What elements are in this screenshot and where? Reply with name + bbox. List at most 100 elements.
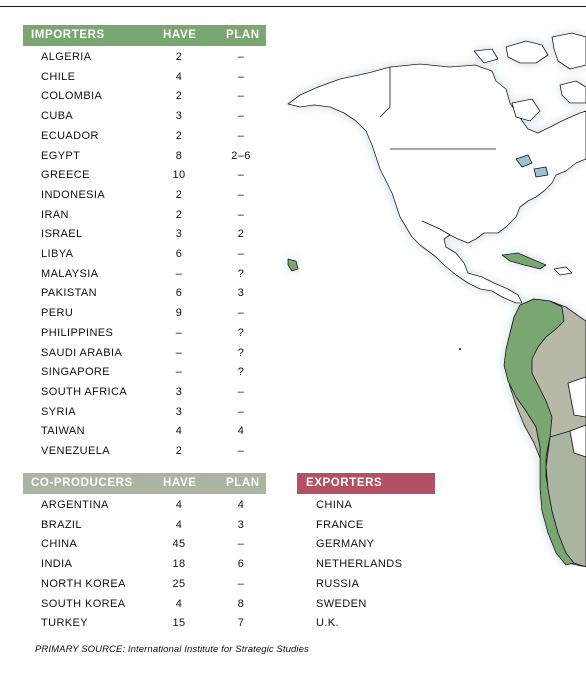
galapagos-dot [459, 348, 461, 350]
have-value: 4 [175, 425, 183, 438]
have-value: 6 [175, 287, 183, 300]
plan-value: – [237, 110, 245, 123]
country-name: IRAN [41, 208, 69, 221]
country-name: PAKISTAN [41, 287, 97, 300]
country-name: INDONESIA [41, 188, 106, 201]
country-border [379, 67, 391, 118]
plan-value: – [237, 169, 245, 182]
country-name: LIBYA [41, 248, 74, 260]
plan-value: ? [237, 366, 245, 379]
have-value: 25 [172, 577, 186, 590]
plan-value: 4 [237, 499, 245, 511]
have-value: 2 [175, 51, 183, 63]
table-row: PERU 9 – [0, 307, 270, 326]
table-row: CUBA 3 – [0, 110, 270, 129]
plan-value: – [237, 51, 245, 63]
country-name: PERU [41, 307, 74, 320]
exporter-item: SWEDEN [316, 597, 367, 610]
country-name: EGYPT [41, 149, 81, 162]
table-row: LIBYA 6 – [0, 248, 270, 267]
country-name: ECUADOR [41, 129, 99, 142]
plan-value: 7 [237, 617, 245, 630]
have-value: 4 [175, 499, 183, 511]
have-value: 3 [175, 385, 183, 398]
hawaii-island [287, 258, 299, 272]
country-name: VENEZUELA [41, 445, 111, 457]
country-name: ALGERIA [41, 51, 92, 63]
table-row: CHILE 4 – [0, 71, 270, 90]
plan-value: – [237, 90, 245, 103]
have-value: 10 [172, 169, 186, 182]
exporter-item: FRANCE [316, 518, 364, 531]
country-name: SAUDI ARABIA [41, 346, 123, 359]
country-name: NORTH KOREA [41, 577, 126, 590]
table-row: SOUTH KOREA 4 8 [0, 598, 270, 617]
have-value: – [175, 326, 183, 339]
cuba-island [501, 252, 547, 270]
have-value: 2 [175, 90, 183, 103]
plan-value: ? [237, 346, 245, 359]
have-value: – [175, 267, 183, 280]
world-map [287, 32, 586, 567]
coproducers-header: CO-PRODUCERS HAVE PLAN [23, 473, 266, 494]
importers-title: IMPORTERS [31, 29, 105, 41]
hispaniola-island [553, 266, 573, 276]
table-row: CHINA 45 – [0, 538, 270, 557]
have-value: 2 [175, 129, 183, 142]
table-row: INDONESIA 2 – [0, 189, 270, 208]
exporters-header: EXPORTERS [297, 473, 435, 494]
table-row: SAUDI ARABIA –? [0, 347, 270, 366]
country-name: CHINA [41, 538, 78, 551]
plan-value: – [237, 208, 245, 221]
country-name: CHILE [41, 70, 76, 83]
country-name: TURKEY [41, 617, 89, 630]
table-row: INDIA 18 6 [0, 558, 270, 577]
country-name: GREECE [41, 169, 90, 182]
table-row: VENEZUELA 2 – [0, 445, 270, 464]
plan-value: – [237, 405, 245, 418]
hudson-bay [511, 98, 541, 122]
exporter-item: NETHERLANDS [316, 558, 403, 571]
table-row: BRAZIL 4 3 [0, 519, 270, 538]
plan-value: 3 [237, 287, 245, 300]
plan-value: – [237, 188, 245, 201]
table-row: COLOMBIA 2 – [0, 90, 270, 109]
country-name: CUBA [41, 110, 74, 123]
table-row: SYRIA 3 – [0, 406, 270, 425]
country-name: TAIWAN [41, 425, 85, 438]
table-row: MALAYSIA –? [0, 268, 270, 287]
importers-header: IMPORTERS HAVE PLAN [23, 25, 266, 46]
have-value: 6 [175, 248, 183, 260]
plan-value: – [237, 70, 245, 83]
plan-value: – [237, 385, 245, 398]
plan-value: 2 [237, 228, 245, 241]
country-name: SYRIA [41, 405, 77, 418]
country-name: BRAZIL [41, 518, 82, 531]
coproducers-plan-label: PLAN [226, 477, 260, 489]
have-value: 4 [175, 70, 183, 83]
great-lakes [533, 166, 549, 178]
plan-value: 4 [237, 425, 245, 438]
arctic-island [505, 40, 549, 64]
table-row: EGYPT 8 2–6 [0, 150, 270, 169]
have-value: 2 [175, 445, 183, 457]
plan-value: – [237, 248, 245, 260]
top-rule [0, 6, 586, 7]
have-value: – [175, 346, 183, 359]
table-row: IRAN 2 – [0, 209, 270, 228]
have-value: 18 [172, 558, 186, 571]
table-row: TURKEY 15 7 [0, 617, 270, 636]
table-row: ARGENTINA 4 4 [0, 499, 270, 518]
country-name: ISRAEL [41, 228, 83, 241]
have-value: 4 [175, 597, 183, 610]
plan-value: ? [237, 267, 245, 280]
table-row: ALGERIA 2 – [0, 51, 270, 70]
paraguay-region [567, 376, 586, 418]
exporters-title: EXPORTERS [306, 477, 383, 489]
country-name: PHILIPPINES [41, 326, 114, 339]
coproducers-have-label: HAVE [163, 477, 197, 489]
source-note: PRIMARY SOURCE: International Institute … [35, 644, 309, 655]
have-value: 2 [175, 208, 183, 221]
arctic-island [473, 48, 499, 64]
arctic-island [559, 80, 586, 104]
